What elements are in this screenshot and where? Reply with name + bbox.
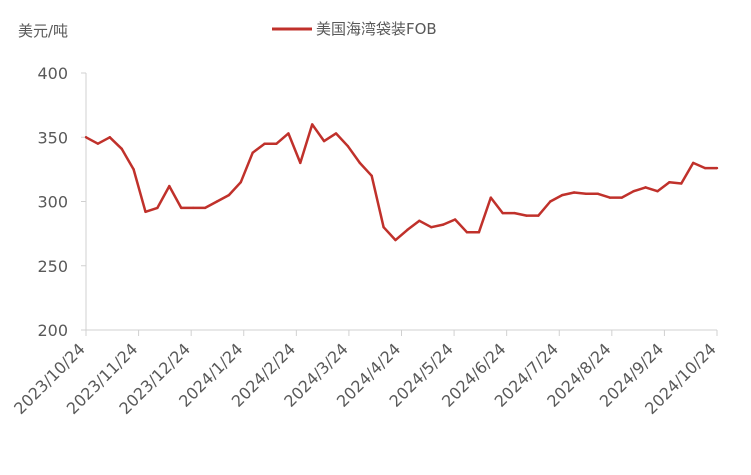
data-point [537,214,540,217]
y-axis: 200 250 300 350 400 [37,64,87,340]
data-point [441,223,445,226]
data-point [691,161,695,165]
data-point [596,192,600,195]
data-point [251,151,254,154]
data-point [215,200,219,203]
data-point [584,192,588,195]
data-point [132,168,135,171]
data-point [358,161,362,165]
data-point [418,219,421,222]
data-point [287,132,290,135]
data-point [275,142,278,145]
data-point [120,147,123,151]
data-point [322,139,326,143]
series-line [85,123,717,242]
data-point [263,142,266,145]
legend-label: 美国海湾袋装FOB [316,20,437,38]
data-point [299,161,302,165]
data-point [489,196,492,199]
y-tick-label: 200 [37,321,68,340]
y-tick-label: 400 [37,64,68,83]
data-point [180,206,183,210]
data-point [572,191,576,194]
data-point [191,206,195,210]
data-point [453,218,457,221]
data-point [311,123,314,126]
data-point [156,206,159,210]
data-point [501,211,504,215]
data-point [382,226,385,229]
legend: 美国海湾袋装FOB [272,20,437,38]
data-point [96,142,100,145]
data-point [203,206,207,210]
data-point [668,181,671,184]
data-point [227,193,231,197]
data-point [239,181,242,184]
series-layer [84,123,719,242]
data-point [620,196,623,199]
data-point [549,200,552,203]
data-point [656,190,659,193]
data-point [394,238,397,242]
data-point [703,166,707,170]
y-tick-label: 350 [37,128,68,147]
data-point [168,184,171,188]
data-point [84,136,88,139]
data-point [608,196,612,199]
data-point [370,174,373,177]
x-axis: 2023/10/242023/11/242023/12/242024/1/242… [10,329,720,418]
data-point [334,132,338,135]
data-point [430,226,433,229]
y-axis-unit-label: 美元/吨 [18,22,68,40]
data-point [477,231,481,234]
data-point [513,211,516,215]
data-point [632,190,635,193]
y-tick-label: 250 [37,257,68,276]
data-point [346,145,350,148]
data-point [108,136,112,139]
data-point [561,193,564,197]
data-point [144,210,147,213]
data-point [680,182,683,185]
data-point [715,166,719,170]
data-point [525,214,528,217]
data-point [644,186,647,189]
data-point [465,231,469,234]
y-tick-label: 300 [37,193,68,212]
data-point [406,228,409,231]
